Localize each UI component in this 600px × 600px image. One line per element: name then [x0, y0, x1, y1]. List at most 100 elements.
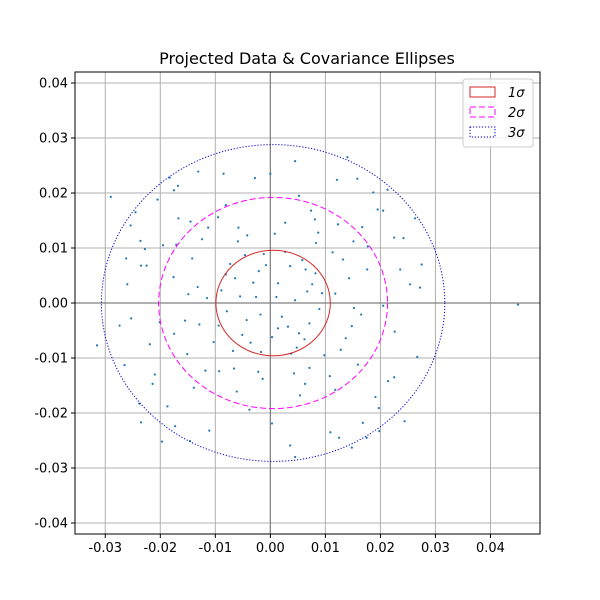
data-point	[208, 429, 211, 432]
data-point	[145, 264, 148, 267]
data-point	[231, 349, 235, 352]
data-point	[294, 299, 297, 302]
data-point	[126, 283, 129, 286]
data-point	[109, 195, 112, 198]
data-point	[361, 421, 364, 424]
data-point	[201, 238, 204, 241]
data-point	[191, 257, 194, 260]
data-point	[217, 324, 220, 327]
data-point	[374, 395, 377, 399]
data-point	[234, 277, 237, 280]
data-point	[125, 257, 128, 260]
data-point	[418, 286, 422, 289]
x-tick-label: -0.01	[199, 541, 233, 556]
data-point	[516, 303, 520, 306]
data-point	[347, 277, 351, 280]
legend-box	[462, 78, 534, 148]
data-point	[301, 259, 304, 262]
y-tick-label: -0.04	[34, 517, 68, 532]
data-point	[232, 367, 236, 370]
data-point	[270, 336, 274, 339]
data-point	[224, 204, 227, 207]
data-point	[318, 307, 321, 311]
x-tick-label: -0.02	[143, 541, 177, 556]
data-point	[294, 160, 297, 163]
data-point	[341, 258, 345, 261]
data-point	[257, 370, 260, 373]
x-tick-label: -0.03	[88, 541, 122, 556]
data-point	[172, 276, 175, 279]
data-point	[402, 237, 405, 240]
data-point	[269, 172, 272, 175]
data-point	[148, 343, 151, 346]
data-point	[216, 216, 220, 219]
data-point	[95, 344, 99, 347]
data-point	[238, 295, 242, 298]
data-point	[314, 272, 317, 275]
data-point	[276, 327, 280, 330]
data-point	[174, 425, 177, 428]
data-point	[399, 268, 402, 271]
y-tick-label: -0.03	[34, 462, 68, 477]
data-point	[225, 310, 228, 313]
data-point	[237, 226, 240, 229]
x-tick-label: 0.03	[421, 541, 450, 556]
data-point	[420, 263, 423, 266]
data-point	[297, 332, 301, 335]
data-point	[123, 364, 126, 367]
data-point	[366, 245, 369, 248]
data-point	[177, 217, 180, 220]
data-point	[139, 239, 142, 242]
data-point	[365, 436, 368, 439]
data-point	[352, 240, 355, 243]
data-point	[311, 283, 314, 286]
y-tick-label: 0.03	[39, 132, 68, 147]
data-point	[245, 318, 248, 322]
data-point	[416, 355, 419, 358]
data-point	[329, 431, 332, 434]
data-point	[409, 283, 412, 286]
data-point	[298, 394, 302, 397]
data-point	[350, 325, 353, 328]
data-point	[161, 244, 165, 247]
data-point	[377, 406, 380, 410]
data-point	[151, 382, 154, 385]
x-tick-label: 0.01	[311, 541, 340, 556]
data-point	[352, 306, 356, 310]
data-point	[252, 281, 255, 284]
data-point	[378, 430, 381, 433]
data-point	[253, 177, 257, 180]
data-point	[160, 440, 164, 443]
data-point	[323, 354, 326, 357]
x-tick-label: 0.04	[476, 541, 505, 556]
data-point	[382, 209, 385, 212]
data-point	[289, 265, 292, 268]
data-point	[207, 226, 210, 229]
data-point	[314, 241, 318, 245]
data-point	[270, 422, 274, 425]
data-point	[192, 386, 195, 389]
data-point	[248, 408, 251, 411]
data-point	[241, 333, 244, 336]
legend-label: 3σ	[508, 126, 525, 141]
data-point	[387, 380, 390, 383]
data-point	[205, 296, 209, 300]
data-point	[308, 322, 311, 325]
data-point	[235, 390, 238, 393]
data-point	[254, 295, 258, 299]
axis-lines	[75, 72, 540, 534]
data-point	[386, 188, 389, 191]
legend-swatch	[469, 86, 496, 98]
data-point	[331, 251, 334, 254]
data-point	[366, 268, 369, 271]
data-point	[229, 262, 232, 266]
data-point	[212, 340, 215, 344]
data-point	[129, 224, 132, 227]
data-point	[276, 282, 280, 285]
data-point	[356, 177, 359, 180]
data-point	[320, 292, 324, 295]
y-tick-label: -0.01	[34, 352, 68, 367]
data-point	[334, 388, 337, 391]
data-point	[317, 231, 320, 234]
y-tick-label: -0.02	[34, 407, 68, 422]
